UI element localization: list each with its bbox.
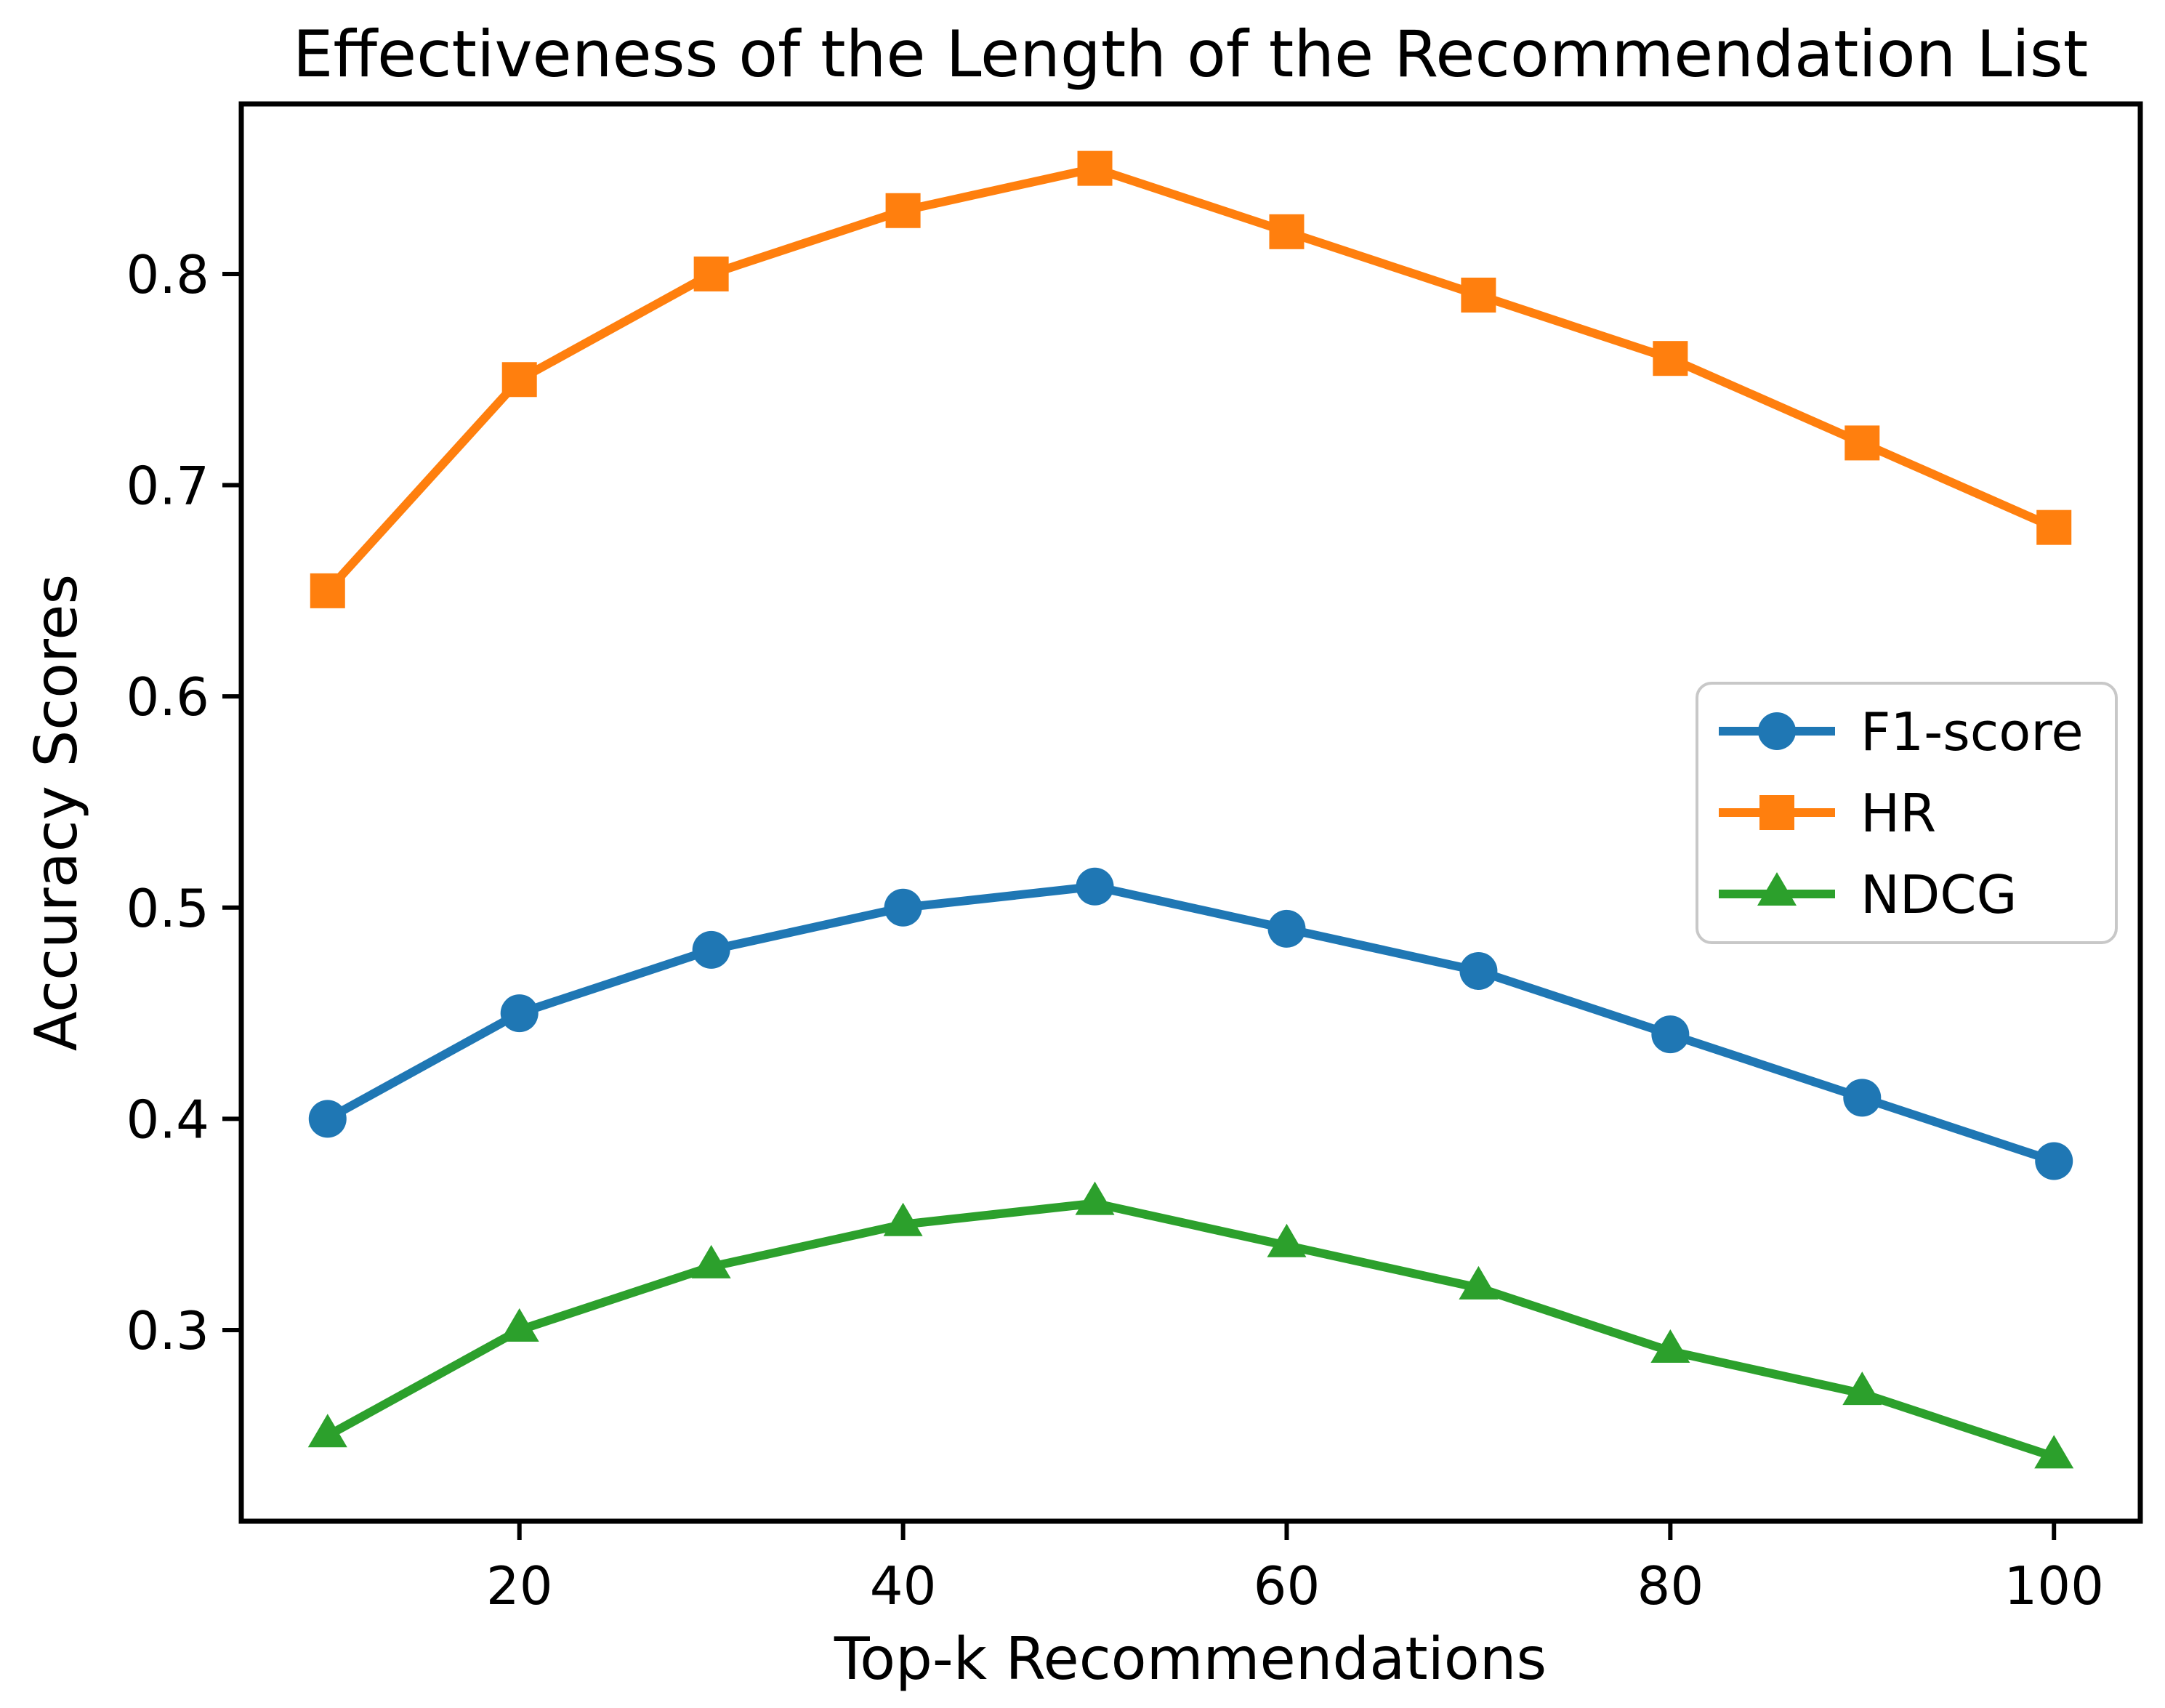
series-ndcg-marker (307, 1414, 347, 1448)
series-hr-marker (1845, 425, 1880, 461)
series-ndcg-marker (2034, 1435, 2074, 1469)
series-ndcg-marker (499, 1308, 539, 1342)
x-tick-label: 20 (486, 1555, 553, 1616)
series-ndcg-marker (1459, 1265, 1499, 1300)
y-tick-label: 0.3 (126, 1300, 209, 1361)
series-hr-marker (1077, 150, 1113, 186)
x-tick-label: 60 (1254, 1555, 1321, 1616)
chart-title: Effectiveness of the Length of the Recom… (293, 17, 2088, 92)
series-ndcg-marker (1075, 1181, 1115, 1215)
series-f1-score-marker (1267, 909, 1306, 948)
series-f1-score-marker (2035, 1142, 2073, 1180)
series-hr-marker (1269, 214, 1305, 249)
y-axis-label: Accuracy Scores (23, 574, 90, 1051)
series-f1-score-marker (1843, 1079, 1882, 1117)
series-ndcg-line (325, 1199, 2056, 1462)
series-f1-score-marker (1076, 867, 1114, 906)
y-tick-label: 0.8 (126, 244, 209, 305)
x-tick-label: 80 (1637, 1555, 1704, 1616)
y-tick-label: 0.6 (126, 666, 209, 728)
legend-item-hr: HR (1719, 783, 1936, 844)
series-f1-score-marker (500, 994, 539, 1033)
series-hr-marker (1653, 341, 1688, 376)
x-tick-label: 40 (870, 1555, 937, 1616)
series-ndcg-marker (1842, 1371, 1882, 1406)
series-f1-score-marker (884, 888, 922, 927)
series-hr-marker (501, 362, 537, 398)
series-ndcg-marker (1267, 1223, 1307, 1257)
data-series (307, 150, 2074, 1469)
plot-area-border (238, 101, 2143, 1524)
series-f1-score-marker (1459, 951, 1498, 990)
legend: F1-score HR NDCG (1696, 682, 2118, 944)
series-ndcg-marker (1650, 1329, 1690, 1363)
axis-ticks: 20 40 60 80 100 0.3 0.4 0.5 0.6 0.7 0.8 (126, 244, 2103, 1616)
legend-label: HR (1860, 783, 1936, 844)
legend-item-f1-score: F1-score (1719, 701, 2084, 762)
series-hr-marker (885, 193, 921, 228)
series-hr-marker (310, 573, 345, 608)
series-f1-score (308, 867, 2073, 1180)
series-hr-line (324, 164, 2056, 594)
legend-box (1696, 682, 2118, 944)
legend-circle-icon (1758, 712, 1796, 750)
legend-triangle-icon (1757, 872, 1797, 906)
legend-square-icon (1759, 795, 1794, 830)
series-f1-score-marker (692, 930, 730, 969)
legend-label: NDCG (1860, 864, 2017, 925)
x-tick-label: 100 (2004, 1555, 2104, 1616)
series-f1-score-marker (308, 1100, 347, 1138)
series-hr-marker (693, 256, 729, 291)
series-hr-marker (1461, 278, 1496, 313)
legend-label: F1-score (1860, 701, 2084, 762)
series-ndcg-marker (883, 1202, 923, 1236)
x-axis-label: Top-k Recommendations (834, 1625, 1547, 1693)
series-ndcg (307, 1181, 2074, 1469)
y-tick-label: 0.5 (126, 878, 209, 939)
y-tick-label: 0.7 (126, 456, 209, 517)
series-ndcg-marker (691, 1244, 731, 1278)
series-f1-score-marker (1651, 1015, 1690, 1054)
y-tick-label: 0.4 (126, 1089, 209, 1150)
legend-item-ndcg: NDCG (1719, 864, 2017, 925)
series-hr (310, 150, 2072, 608)
series-hr-marker (2036, 509, 2072, 545)
series-f1-score-line (325, 882, 2056, 1166)
